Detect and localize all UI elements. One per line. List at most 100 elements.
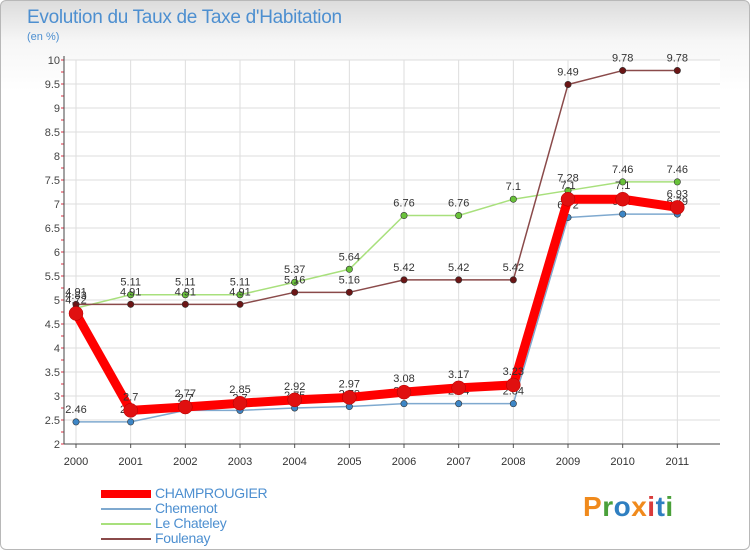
data-point-champrougier	[123, 403, 138, 418]
logo-letter: i	[665, 491, 674, 522]
legend-label-foulenay: Foulenay	[155, 530, 211, 546]
logo-letter: t	[655, 491, 666, 522]
legend-swatch-champrougier	[101, 490, 151, 498]
data-label-champrougier: 2.92	[284, 381, 305, 393]
x-tick-label: 2003	[228, 456, 252, 468]
data-point-le-chateley	[181, 291, 189, 299]
data-label-foulenay: 5.16	[284, 274, 305, 286]
data-point-foulenay	[291, 288, 299, 296]
y-tick-label: 4	[54, 343, 60, 355]
data-label-foulenay: 4.91	[65, 286, 86, 298]
series-line-le-chateley	[75, 181, 679, 309]
data-point-champrougier	[560, 191, 576, 207]
data-point-champrougier	[68, 306, 84, 321]
data-label-champrougier: 2.85	[229, 384, 250, 396]
x-tick-label: 2009	[556, 456, 580, 468]
data-label-le-chateley: 5.37	[284, 264, 305, 276]
data-point-champrougier	[396, 384, 412, 400]
data-point-le-chateley	[291, 278, 299, 286]
data-label-le-chateley: 5.11	[175, 277, 196, 289]
series-line-champrougier	[71, 194, 682, 415]
chart-title: Evolution du Taux de Taxe d'Habitation	[27, 7, 342, 28]
x-tick-label: 2011	[666, 456, 690, 468]
data-point-foulenay	[236, 300, 244, 308]
data-label-le-chateley: 7.46	[667, 164, 688, 176]
logo-letter: r	[602, 491, 614, 522]
y-tick-label: 6.5	[45, 223, 60, 235]
x-tick-label: 2006	[392, 456, 416, 468]
data-label-champrougier: 2.97	[339, 378, 360, 390]
data-label-le-chateley: 7.1	[506, 181, 521, 193]
data-point-le-chateley	[236, 291, 244, 299]
data-point-champrougier	[506, 377, 521, 393]
series-line-foulenay	[75, 69, 679, 306]
data-label-champrougier: 7.1	[560, 180, 575, 192]
data-point-champrougier	[670, 200, 685, 215]
x-tick-label: 2000	[64, 456, 88, 468]
y-tick-label: 5	[54, 295, 60, 307]
data-label-chemenot: 2.46	[65, 404, 86, 416]
data-label-foulenay: 9.49	[557, 66, 578, 78]
data-point-foulenay	[181, 300, 189, 308]
data-point-foulenay	[400, 276, 408, 284]
legend-label-le-chateley: Le Chateley	[155, 515, 227, 531]
data-label-foulenay: 4.91	[229, 286, 250, 298]
data-point-champrougier	[287, 392, 302, 408]
data-point-le-chateley	[619, 178, 627, 186]
y-tick-label: 8	[54, 151, 60, 163]
data-point-foulenay	[564, 80, 572, 88]
data-point-chemenot	[619, 210, 627, 218]
data-point-le-chateley	[673, 178, 681, 186]
data-point-foulenay	[619, 67, 627, 75]
data-label-champrougier: 3.23	[503, 366, 524, 378]
y-tick-label: 8.5	[45, 127, 60, 139]
data-point-chemenot	[72, 418, 80, 426]
data-label-foulenay: 5.42	[503, 262, 524, 274]
x-tick-label: 2010	[610, 456, 634, 468]
proxiti-logo: Proxiti	[583, 491, 674, 523]
y-tick-label: 2.5	[45, 415, 60, 427]
y-tick-label: 3	[54, 391, 60, 403]
data-point-champrougier	[178, 399, 193, 415]
y-tick-label: 5.5	[45, 271, 60, 283]
data-point-le-chateley	[509, 195, 517, 203]
data-point-champrougier	[232, 395, 248, 411]
data-point-chemenot	[455, 400, 463, 408]
y-tick-label: 9.5	[45, 79, 60, 91]
data-label-champrougier: 4.72	[65, 294, 86, 306]
data-point-le-chateley	[400, 212, 408, 220]
data-label-champrougier: 7.1	[615, 180, 630, 192]
y-tick-label: 6	[54, 247, 60, 259]
x-tick-label: 2001	[118, 456, 142, 468]
logo-letter: i	[647, 491, 656, 522]
data-point-champrougier	[451, 380, 466, 396]
data-label-foulenay: 5.42	[393, 262, 414, 274]
data-point-chemenot	[509, 400, 517, 408]
y-tick-label: 2	[54, 439, 60, 451]
y-axis-unit: (en %)	[27, 31, 60, 43]
data-label-le-chateley: 7.28	[557, 173, 578, 185]
data-point-le-chateley	[127, 291, 135, 299]
x-tick-label: 2004	[282, 456, 306, 468]
data-label-champrougier: 2.7	[123, 391, 138, 403]
data-label-le-chateley: 5.64	[339, 251, 360, 263]
legend-label-champrougier: CHAMPROUGIER	[155, 485, 268, 501]
data-point-le-chateley	[345, 265, 353, 273]
data-point-chemenot	[127, 418, 135, 426]
data-point-foulenay	[673, 67, 681, 75]
data-point-foulenay	[127, 300, 135, 308]
y-tick-label: 10	[48, 55, 60, 67]
logo-letter: o	[613, 491, 632, 522]
y-tick-label: 4.5	[45, 319, 60, 331]
data-point-chemenot	[400, 400, 408, 408]
data-label-foulenay: 9.78	[612, 53, 633, 65]
data-point-champrougier	[342, 390, 357, 405]
data-label-le-chateley: 4.83	[65, 290, 86, 302]
data-label-le-chateley: 6.76	[448, 198, 469, 210]
data-label-le-chateley: 5.11	[120, 277, 141, 289]
data-label-champrougier: 3.17	[448, 369, 469, 381]
data-label-foulenay: 4.91	[175, 286, 196, 298]
data-point-champrougier	[615, 191, 630, 207]
